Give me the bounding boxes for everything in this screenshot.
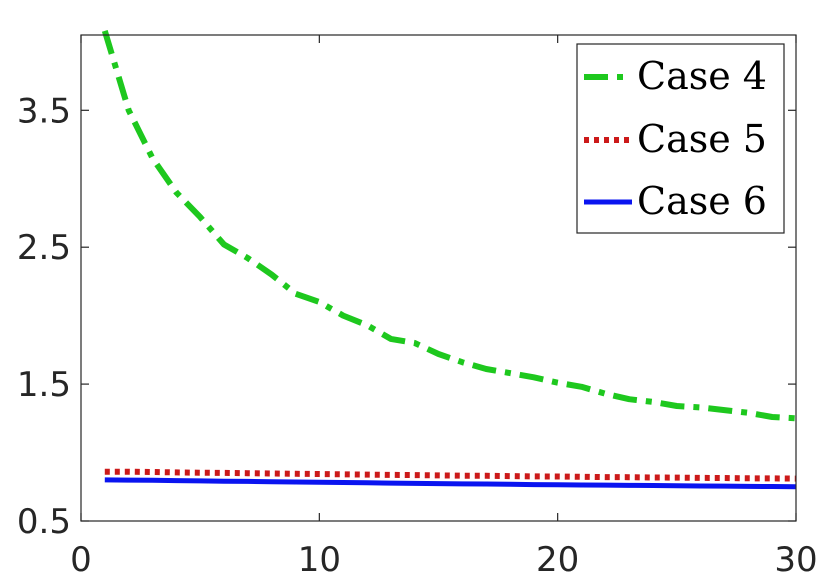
legend: Case 4 Case 5 Case 6 (576, 43, 785, 234)
y-tick-label: 1.5 (17, 365, 71, 405)
series-layer (101, 30, 797, 490)
x-tick-label: 30 (774, 540, 817, 580)
x-tick-label: 0 (70, 540, 92, 580)
series-line-case-6 (104, 477, 797, 490)
legend-label-case-6: Case 6 (637, 179, 767, 223)
series-line-case-4 (101, 30, 797, 422)
y-tick-label: 2.5 (17, 228, 71, 268)
legend-label-case-4: Case 4 (637, 54, 767, 98)
y-tick-label: 3.5 (17, 91, 71, 131)
x-tick-label: 20 (536, 540, 579, 580)
tick-layer: 0 10 20 30 0.5 1.5 2.5 3.5 (17, 35, 818, 580)
y-tick-label: 0.5 (17, 502, 71, 542)
x-tick-label: 10 (298, 540, 341, 580)
plot-frame (80, 34, 797, 522)
legend-label-case-5: Case 5 (637, 117, 767, 161)
